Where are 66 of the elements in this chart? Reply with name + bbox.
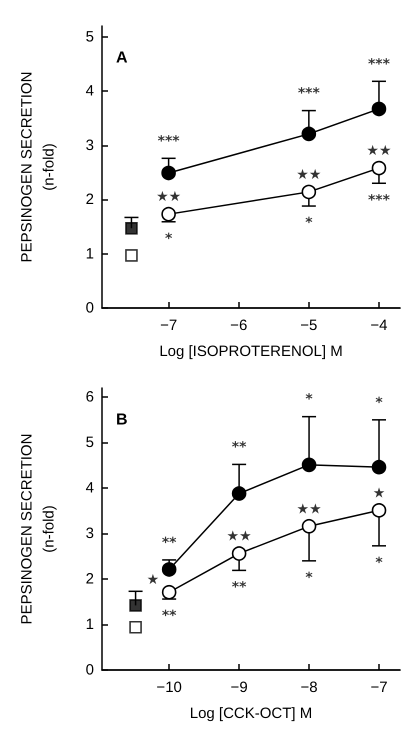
annotation: ★ bbox=[146, 572, 160, 588]
y-tick-label: 1 bbox=[86, 616, 94, 634]
point bbox=[232, 486, 246, 501]
annotation: A bbox=[116, 50, 128, 66]
y-tick-label: 0 bbox=[86, 662, 94, 678]
point bbox=[372, 460, 386, 474]
y-tick-label: 5 bbox=[86, 28, 94, 46]
annotation: B bbox=[116, 412, 128, 428]
point bbox=[162, 584, 176, 600]
annotation: ** bbox=[162, 608, 178, 624]
y-axis-title: PEPSINOGEN SECRETION (n-fold) bbox=[18, 434, 58, 624]
y-tick-label: 2 bbox=[86, 191, 94, 208]
point bbox=[125, 222, 138, 235]
point bbox=[372, 102, 386, 116]
annotation: *** bbox=[298, 86, 321, 102]
y-tick-label: 5 bbox=[86, 434, 94, 452]
annotation: ★★ bbox=[296, 501, 322, 518]
annotation: ★★ bbox=[226, 528, 252, 545]
annotation: * bbox=[375, 554, 384, 571]
y-tick-label: 3 bbox=[86, 525, 94, 542]
point bbox=[161, 206, 176, 222]
annotation: ** bbox=[232, 439, 248, 456]
y-axis-title: PEPSINOGEN SECRETION (n-fold) bbox=[18, 72, 58, 262]
annotation: *** bbox=[158, 133, 180, 150]
x-tick-label: −7 bbox=[370, 679, 388, 696]
y-tick-label: 0 bbox=[86, 300, 94, 316]
annotation: ** bbox=[232, 579, 248, 596]
annotation: ★★ bbox=[156, 189, 182, 206]
point bbox=[302, 518, 316, 534]
point bbox=[302, 184, 316, 200]
x-axis-title: Log [ISOPROTERENOL] M bbox=[159, 343, 343, 360]
annotation: ** bbox=[162, 534, 178, 551]
point bbox=[372, 160, 386, 176]
x-axis-title: Log [CCK-OCT] M bbox=[190, 705, 312, 722]
y-tick-label: 2 bbox=[86, 570, 94, 588]
y-tick-label: 1 bbox=[86, 245, 94, 262]
annotation: * bbox=[164, 230, 173, 247]
y-tick-label: 4 bbox=[86, 480, 94, 497]
x-tick-label: −7 bbox=[160, 317, 178, 334]
point bbox=[129, 620, 142, 634]
y-tick-label: 6 bbox=[86, 388, 94, 406]
annotation: * bbox=[305, 570, 314, 586]
point bbox=[125, 249, 138, 262]
point bbox=[232, 546, 246, 561]
x-tick-label: −6 bbox=[230, 317, 248, 334]
x-tick-label: −4 bbox=[370, 317, 388, 334]
annotation: * bbox=[305, 392, 314, 408]
y-tick-label: 4 bbox=[86, 82, 94, 100]
point bbox=[162, 562, 176, 577]
annotation: *** bbox=[368, 56, 391, 72]
annotation: ★★ bbox=[366, 143, 392, 160]
point bbox=[302, 126, 316, 142]
x-tick-label: −10 bbox=[156, 679, 182, 696]
point bbox=[161, 166, 176, 180]
x-tick-label: −5 bbox=[300, 317, 318, 334]
annotation: ★★ bbox=[296, 166, 322, 183]
point bbox=[372, 503, 386, 518]
annotation: * bbox=[305, 215, 314, 232]
point bbox=[129, 599, 142, 612]
point bbox=[302, 458, 316, 472]
annotation: *** bbox=[368, 192, 391, 208]
annotation: * bbox=[375, 394, 384, 411]
y-tick-label: 3 bbox=[86, 136, 94, 154]
annotation: ★ bbox=[372, 485, 386, 502]
x-tick-label: −8 bbox=[300, 679, 318, 696]
x-tick-label: −9 bbox=[230, 679, 248, 696]
